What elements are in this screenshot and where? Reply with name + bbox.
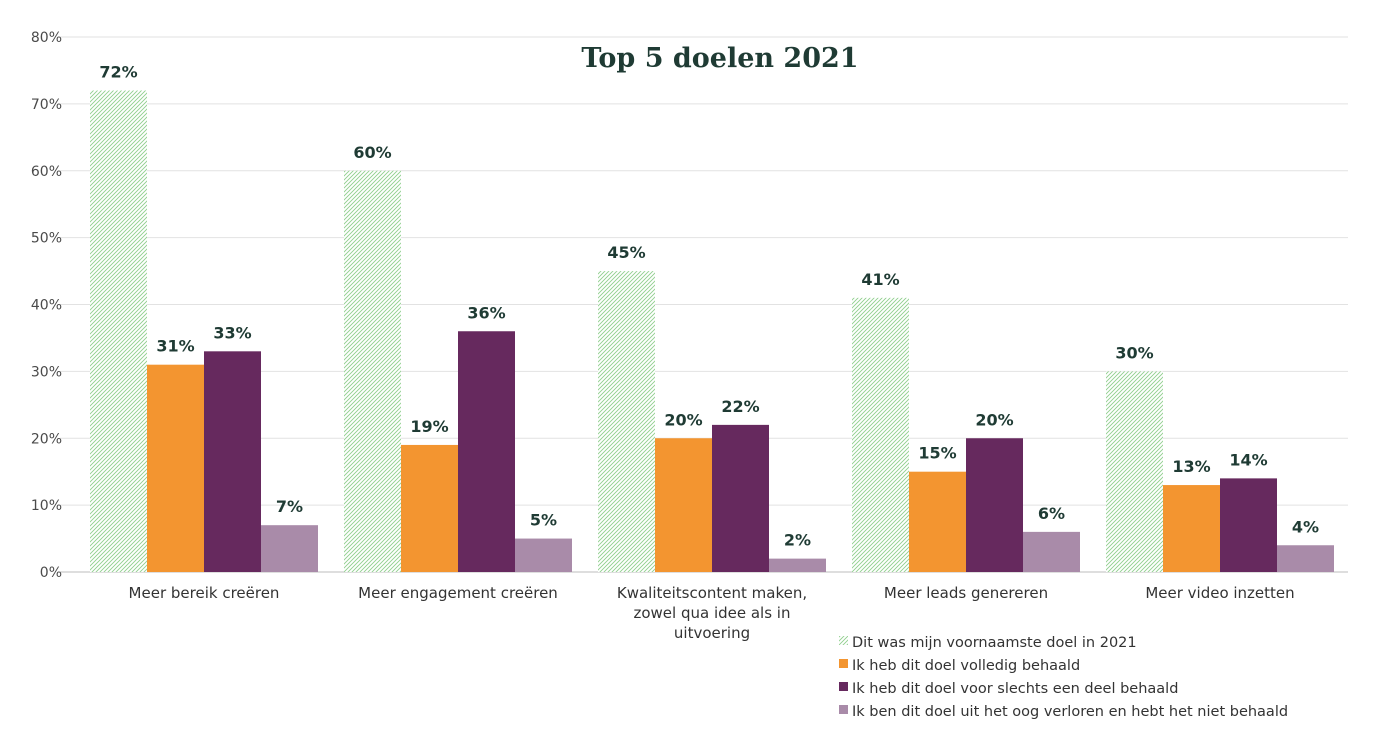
x-axis-categories: Meer bereik creëren Meer engagement creër… [129, 584, 1295, 642]
data-label: 19% [410, 417, 448, 436]
data-label: 36% [467, 303, 505, 322]
data-label: 45% [607, 243, 645, 262]
bar [458, 331, 515, 572]
data-label: 4% [1292, 517, 1319, 536]
chart-title: Top 5 doelen 2021 [581, 43, 858, 74]
data-labels: 72% 60% 45% 41% 30% 31% 19% 20% 15% 13% 33% 36% 22% 2… [99, 63, 1319, 550]
bar [966, 438, 1023, 572]
legend-label: Dit was mijn voornaamste doel in 2021 [852, 635, 1137, 651]
y-tick-label: 80% [31, 30, 62, 46]
y-tick-label: 40% [31, 298, 62, 314]
data-label: 15% [918, 444, 956, 463]
data-label: 33% [213, 323, 251, 342]
bar [1220, 478, 1277, 572]
bar [1277, 545, 1334, 572]
bar [1023, 531, 1080, 572]
bar [147, 364, 204, 572]
legend-label: Ik ben dit doel uit het oog verloren en … [852, 704, 1288, 720]
category-label: Meer engagement creëren [358, 584, 558, 602]
y-tick-label: 30% [31, 364, 62, 380]
data-label: 14% [1229, 450, 1267, 469]
legend-swatch [839, 659, 848, 668]
data-label: 72% [99, 63, 137, 82]
data-label: 5% [530, 511, 557, 530]
legend-swatch [839, 682, 848, 691]
data-label: 41% [861, 270, 899, 289]
bar [515, 538, 572, 572]
bar [344, 170, 401, 572]
bar [598, 271, 655, 572]
bar [261, 525, 318, 572]
bar [401, 444, 458, 572]
legend-swatch [839, 705, 848, 714]
data-label: 30% [1115, 343, 1153, 362]
y-tick-label: 10% [31, 498, 62, 514]
category-label: Kwaliteitscontent maken, zowel qua idee a… [617, 584, 807, 642]
bar [90, 90, 147, 572]
legend-swatch [839, 636, 848, 645]
data-label: 20% [664, 410, 702, 429]
bar [1163, 485, 1220, 572]
legend-label: Ik heb dit doel voor slechts een deel be… [852, 681, 1178, 697]
y-axis-ticks: 0% 10% 20% 30% 40% 50% 60% 70% 80% [31, 30, 62, 581]
bar [1106, 371, 1163, 572]
category-label: Meer video inzetten [1145, 584, 1294, 602]
data-label: 31% [156, 337, 194, 356]
gridlines [60, 36, 1348, 573]
data-label: 7% [276, 497, 303, 516]
data-label: 6% [1038, 504, 1065, 523]
data-label: 20% [975, 410, 1013, 429]
category-label: Meer bereik creëren [129, 584, 280, 602]
y-tick-label: 70% [31, 97, 62, 113]
data-label: 13% [1172, 457, 1210, 476]
y-tick-label: 60% [31, 164, 62, 180]
category-label: Meer leads genereren [884, 584, 1048, 602]
y-tick-label: 50% [31, 231, 62, 247]
y-tick-label: 0% [40, 565, 62, 581]
legend: Dit was mijn voornaamste doel in 2021 Ik … [839, 635, 1288, 720]
bars [90, 90, 1334, 572]
bar [712, 424, 769, 572]
data-label: 2% [784, 531, 811, 550]
bar [769, 558, 826, 572]
data-label: 22% [721, 397, 759, 416]
bar [852, 297, 909, 572]
y-tick-label: 20% [31, 431, 62, 447]
data-label: 60% [353, 143, 391, 162]
bar [655, 438, 712, 572]
bar [204, 351, 261, 572]
legend-label: Ik heb dit doel volledig behaald [852, 658, 1080, 674]
bar [909, 471, 966, 572]
